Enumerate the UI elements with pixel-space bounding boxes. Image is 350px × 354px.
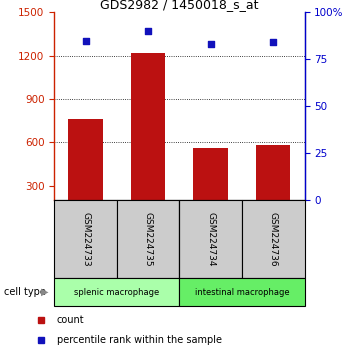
Point — [145, 28, 151, 34]
Text: percentile rank within the sample: percentile rank within the sample — [57, 335, 222, 345]
Title: GDS2982 / 1450018_s_at: GDS2982 / 1450018_s_at — [100, 0, 259, 11]
Bar — [54, 278, 179, 306]
Bar — [117, 200, 179, 278]
Text: intestinal macrophage: intestinal macrophage — [195, 287, 289, 297]
Text: cell type: cell type — [4, 287, 46, 297]
Bar — [179, 200, 242, 278]
Text: GSM224735: GSM224735 — [144, 212, 153, 266]
Bar — [256, 145, 290, 200]
Bar — [68, 119, 103, 200]
Bar — [179, 278, 304, 306]
Text: splenic macrophage: splenic macrophage — [74, 287, 160, 297]
Text: ▶: ▶ — [41, 287, 49, 297]
Text: GSM224733: GSM224733 — [81, 212, 90, 266]
Bar — [131, 53, 165, 200]
Point — [208, 41, 213, 47]
Bar — [194, 148, 228, 200]
Text: count: count — [57, 315, 84, 325]
Bar — [54, 200, 117, 278]
Text: GSM224736: GSM224736 — [269, 212, 278, 266]
Text: GSM224734: GSM224734 — [206, 212, 215, 266]
Point — [271, 40, 276, 45]
Point — [83, 38, 88, 44]
Bar — [242, 200, 304, 278]
